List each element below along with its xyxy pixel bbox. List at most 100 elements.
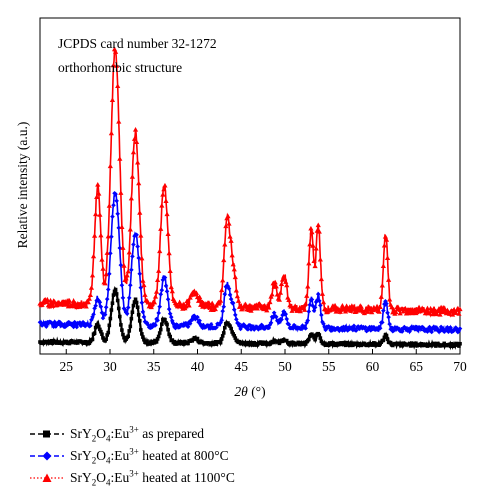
series-1-point	[97, 299, 103, 305]
series-2-point	[332, 302, 338, 308]
series-1-point	[351, 323, 357, 329]
series-2-point	[456, 311, 462, 316]
series-2-point	[269, 291, 275, 297]
series-0-point	[139, 328, 143, 332]
series-1-point	[119, 282, 125, 288]
series-0-point	[344, 340, 349, 345]
series-2-point	[382, 234, 389, 239]
series-1-point	[384, 301, 389, 306]
legend-label-1100c: SrY2O4:Eu3+ heated at 1100°C	[70, 468, 235, 488]
series-1-point	[121, 306, 127, 311]
series-2-point	[47, 297, 54, 303]
series-1-point	[306, 309, 312, 314]
series-0-point	[237, 339, 242, 344]
series-1-point	[303, 326, 308, 331]
series-0-point	[388, 340, 393, 345]
series-2-point	[92, 233, 98, 238]
series-1-point	[165, 297, 171, 302]
series-2-point	[227, 234, 233, 239]
series-0-point	[384, 333, 389, 338]
series-1-point	[411, 324, 417, 330]
series-0-point	[457, 344, 461, 348]
series-1-point	[445, 324, 450, 330]
series-0-point	[115, 298, 120, 303]
series-1-point	[305, 318, 311, 323]
series-0-point	[100, 332, 104, 336]
x-tick-label-55: 55	[322, 359, 336, 374]
series-2-point	[387, 296, 393, 302]
series-0-point	[129, 316, 134, 321]
series-1-point	[457, 326, 463, 331]
series-2-point	[127, 226, 133, 232]
series-1-point	[221, 304, 227, 309]
series-2-point	[232, 274, 238, 280]
series-2-point	[103, 271, 109, 277]
series-0-point	[141, 335, 145, 339]
series-2-point	[157, 248, 163, 254]
series-2-point	[376, 309, 382, 314]
series-1-point	[166, 306, 172, 312]
series-1-point	[222, 291, 228, 297]
series-1-point	[318, 303, 323, 308]
series-1-point	[110, 214, 115, 219]
series-0-point	[134, 300, 139, 305]
series-2-point	[222, 241, 228, 247]
series-0-point	[108, 316, 113, 321]
series-1-point	[91, 312, 96, 317]
series-1-point	[271, 310, 277, 316]
series-1-point	[153, 322, 158, 328]
series-1-point	[268, 320, 274, 326]
series-0-point	[142, 337, 146, 342]
x-tick-label-70: 70	[453, 359, 467, 374]
series-1-point	[135, 244, 140, 249]
series-2-point	[162, 182, 168, 188]
series-1-point	[448, 325, 453, 330]
series-0-point	[107, 323, 112, 328]
series-0-point	[136, 312, 141, 317]
series-0-point	[351, 343, 355, 348]
series-1-point	[314, 297, 320, 303]
series-1-point	[366, 326, 371, 332]
series-2-point	[126, 249, 132, 255]
series-2-point	[169, 288, 175, 294]
series-1-point	[126, 295, 132, 301]
series-2-point	[402, 305, 408, 311]
series-1-point	[286, 322, 292, 327]
series-0-point	[296, 340, 301, 345]
series-1-point	[327, 325, 333, 331]
series-1-point	[123, 309, 129, 315]
series-0-point	[311, 333, 315, 338]
series-1-point	[356, 326, 362, 332]
series-1-point	[228, 296, 234, 302]
series-1-point	[427, 324, 432, 330]
series-1-point	[227, 292, 233, 298]
series-2-point	[221, 257, 227, 263]
series-1-point	[266, 325, 272, 331]
series-2-point	[99, 256, 105, 262]
series-0-point	[350, 341, 354, 346]
series-1-point	[103, 304, 109, 310]
series-0-point	[48, 341, 53, 345]
series-1-point	[104, 296, 110, 302]
series-2-point	[264, 307, 270, 313]
series-1-point	[193, 316, 198, 322]
series-0-point	[118, 314, 122, 319]
series-2-point	[235, 298, 242, 303]
series-1-point	[280, 312, 285, 318]
series-2-point	[308, 225, 314, 231]
series-0-point	[172, 339, 177, 344]
annotation-structure: orthorhombic structure	[58, 60, 182, 75]
series-2-point	[365, 309, 371, 314]
series-2-point	[389, 304, 395, 310]
series-0-point	[233, 336, 238, 340]
series-2-point	[165, 231, 171, 236]
series-2-point	[220, 277, 226, 283]
series-2-point	[117, 156, 123, 161]
legend: SrY2O4:Eu3+ as prepared SrY2O4:Eu3+ heat…	[30, 423, 235, 489]
series-2-point	[278, 281, 285, 287]
series-1-point	[160, 277, 166, 283]
series-2-point	[195, 298, 202, 303]
series-2-point	[302, 307, 308, 312]
series-1-point	[214, 325, 219, 330]
